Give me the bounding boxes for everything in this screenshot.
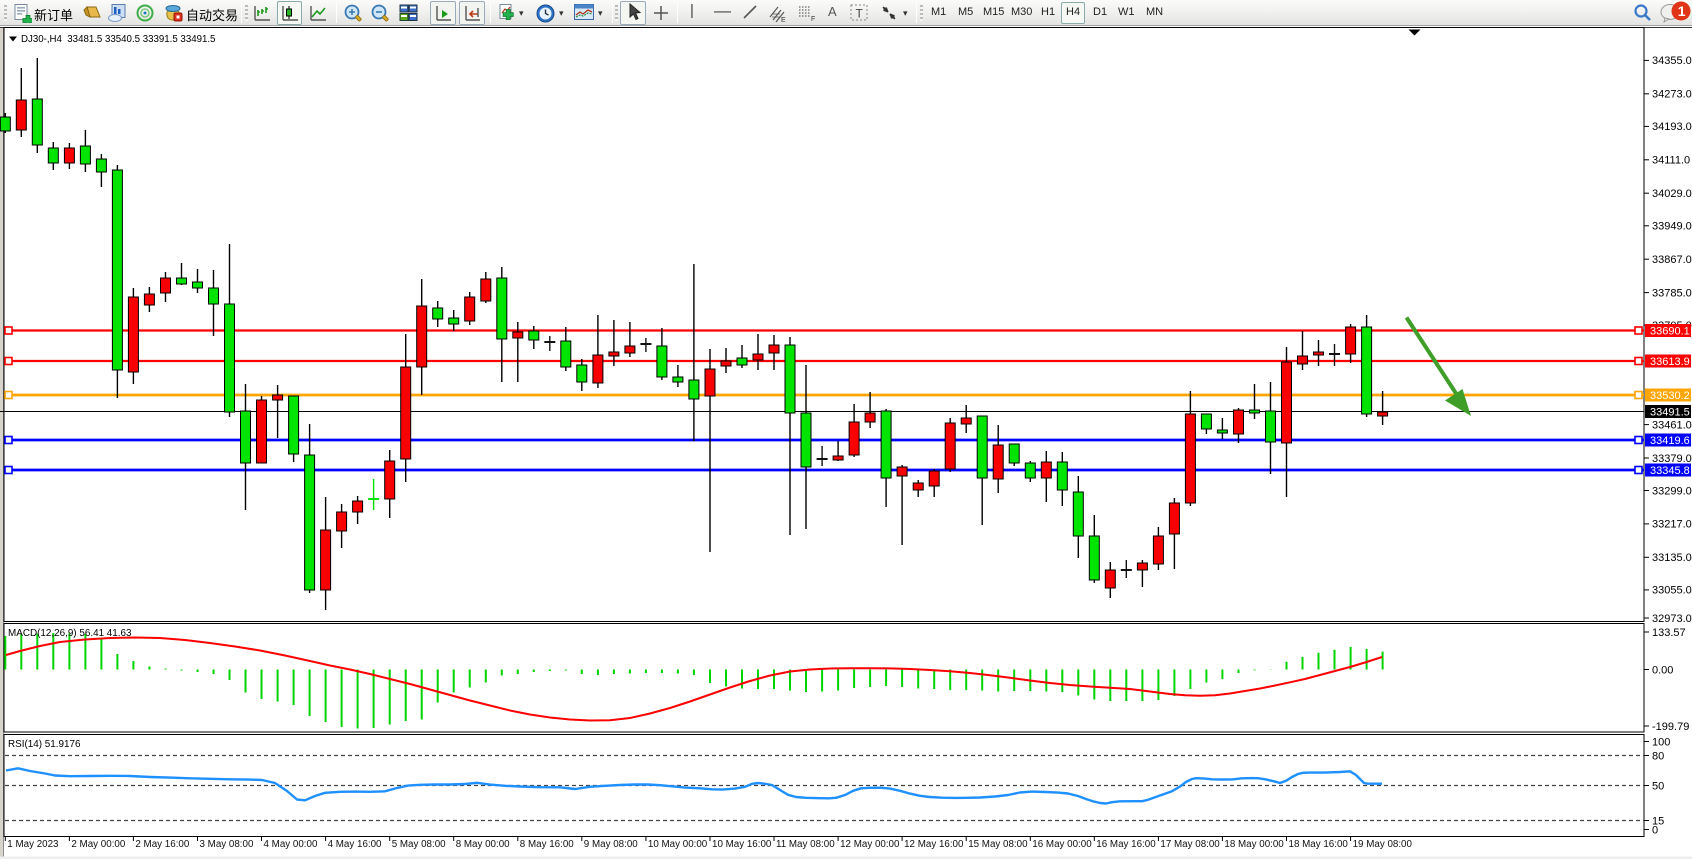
svg-text:12 May 16:00: 12 May 16:00 — [904, 839, 964, 850]
svg-text:4 May 16:00: 4 May 16:00 — [328, 839, 382, 850]
svg-text:19 May 08:00: 19 May 08:00 — [1353, 839, 1413, 850]
svg-text:1: 1 — [1678, 3, 1686, 19]
svg-text:50: 50 — [1652, 780, 1664, 792]
svg-text:34355.0: 34355.0 — [1652, 55, 1692, 67]
svg-text:3 May 08:00: 3 May 08:00 — [200, 839, 254, 850]
svg-text:33613.9: 33613.9 — [1650, 356, 1690, 368]
svg-text:8 May 16:00: 8 May 16:00 — [520, 839, 574, 850]
svg-text:34193.0: 34193.0 — [1652, 121, 1692, 133]
svg-text:DJ30-,H4 33481.5 33540.5 3339: DJ30-,H4 33481.5 33540.5 33391.5 33491.5 — [21, 34, 215, 45]
svg-text:133.57: 133.57 — [1652, 627, 1686, 639]
svg-text:11 May 08:00: 11 May 08:00 — [776, 839, 835, 850]
svg-text:MACD(12,26,9) 56.41 41.63: MACD(12,26,9) 56.41 41.63 — [8, 628, 132, 639]
svg-text:4 May 00:00: 4 May 00:00 — [264, 839, 318, 850]
svg-text:34111.0: 34111.0 — [1652, 155, 1690, 167]
svg-text:33379.0: 33379.0 — [1652, 453, 1692, 465]
svg-text:10 May 16:00: 10 May 16:00 — [712, 839, 772, 850]
svg-text:33135.0: 33135.0 — [1652, 552, 1692, 564]
svg-text:33217.0: 33217.0 — [1652, 519, 1692, 531]
svg-text:2 May 00:00: 2 May 00:00 — [71, 839, 125, 850]
svg-text:33419.6: 33419.6 — [1650, 435, 1690, 447]
svg-text:16 May 16:00: 16 May 16:00 — [1096, 839, 1156, 850]
svg-text:33867.0: 33867.0 — [1652, 254, 1692, 266]
svg-text:33491.5: 33491.5 — [1650, 407, 1690, 419]
svg-text:34273.0: 34273.0 — [1652, 89, 1692, 101]
svg-text:80: 80 — [1652, 750, 1664, 762]
svg-text:34029.0: 34029.0 — [1652, 188, 1692, 200]
svg-text:-199.79: -199.79 — [1652, 721, 1689, 733]
svg-text:F: F — [811, 16, 815, 23]
svg-text:2 May 16:00: 2 May 16:00 — [135, 839, 189, 850]
svg-text:33345.8: 33345.8 — [1650, 465, 1690, 477]
svg-text:33690.1: 33690.1 — [1650, 326, 1690, 338]
svg-text:33785.0: 33785.0 — [1652, 287, 1692, 299]
svg-text:33055.0: 33055.0 — [1652, 585, 1692, 597]
svg-text:15: 15 — [1652, 815, 1664, 827]
svg-text:33949.0: 33949.0 — [1652, 221, 1692, 233]
svg-text:18 May 00:00: 18 May 00:00 — [1224, 839, 1284, 850]
svg-text:0.00: 0.00 — [1652, 664, 1673, 676]
svg-text:8 May 00:00: 8 May 00:00 — [456, 839, 510, 850]
svg-text:33461.0: 33461.0 — [1652, 419, 1692, 431]
svg-text:10 May 00:00: 10 May 00:00 — [648, 839, 708, 850]
svg-text:17 May 08:00: 17 May 08:00 — [1160, 839, 1220, 850]
svg-text:33299.0: 33299.0 — [1652, 485, 1692, 497]
svg-text:1 May 2023: 1 May 2023 — [7, 839, 59, 850]
svg-text:0: 0 — [1652, 824, 1658, 836]
svg-text:16 May 00:00: 16 May 00:00 — [1032, 839, 1092, 850]
svg-text:33530.2: 33530.2 — [1650, 390, 1690, 402]
svg-text:RSI(14) 51.9176: RSI(14) 51.9176 — [8, 739, 81, 750]
svg-text:9 May 08:00: 9 May 08:00 — [584, 839, 638, 850]
svg-text:E: E — [781, 17, 786, 23]
svg-text:T: T — [856, 7, 864, 21]
svg-text:5 May 08:00: 5 May 08:00 — [392, 839, 446, 850]
svg-text:100: 100 — [1652, 736, 1670, 748]
svg-text:12 May 00:00: 12 May 00:00 — [840, 839, 900, 850]
svg-text:32973.0: 32973.0 — [1652, 613, 1692, 625]
svg-text:15 May 08:00: 15 May 08:00 — [968, 839, 1028, 850]
svg-text:18 May 16:00: 18 May 16:00 — [1289, 839, 1349, 850]
